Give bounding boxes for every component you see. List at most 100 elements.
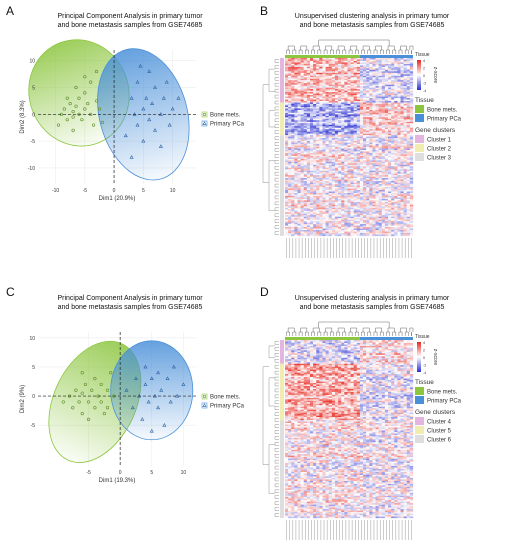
heatmap-cell <box>294 59 298 62</box>
heatmap-cell <box>334 167 339 170</box>
heatmap-cell <box>403 83 407 85</box>
heatmap-cell <box>309 127 314 130</box>
heatmap-cell <box>397 78 401 81</box>
heatmap-cell <box>297 139 301 142</box>
heatmap-cell <box>403 197 407 200</box>
heatmap-cell <box>397 81 401 84</box>
heatmap-cell <box>353 233 357 235</box>
heatmap-cell <box>366 103 370 106</box>
heatmap-cell <box>285 60 289 63</box>
heatmap-cell <box>406 58 411 60</box>
heatmap-cell <box>366 102 370 105</box>
heatmap-cell <box>406 206 411 208</box>
heatmap-cell <box>353 148 357 151</box>
heatmap-cell <box>319 135 323 137</box>
heatmap-cell <box>300 210 304 213</box>
heatmap-cell <box>397 112 401 115</box>
heatmap-cell <box>325 129 329 131</box>
heatmap-cell <box>350 62 354 65</box>
heatmap-cell <box>403 138 407 140</box>
heatmap-cell <box>369 160 373 162</box>
heatmap-cell <box>288 144 292 146</box>
heatmap-cell <box>375 190 379 192</box>
heatmap-cell <box>366 120 370 122</box>
heatmap-cell <box>316 222 320 225</box>
heatmap-cell <box>334 221 339 223</box>
heatmap-cell <box>291 142 295 145</box>
heatmap-cell <box>388 130 392 133</box>
heatmap-cell <box>403 204 407 207</box>
heatmap-cell <box>388 105 392 108</box>
heatmap-cell <box>394 184 398 186</box>
heatmap-cell <box>341 126 345 128</box>
heatmap-cell <box>291 138 295 140</box>
heatmap-cell <box>309 228 314 231</box>
heatmap-cell <box>341 231 345 234</box>
heatmap-cell <box>285 111 289 114</box>
heatmap-cell <box>341 185 345 188</box>
heatmap-cell <box>378 157 382 160</box>
heatmap-cell <box>409 108 414 111</box>
heatmap-cell <box>297 84 301 87</box>
heatmap-cell <box>372 65 376 68</box>
heatmap-cell <box>322 166 326 168</box>
heatmap-cell <box>350 96 354 99</box>
heatmap-cell <box>359 77 364 79</box>
heatmap-cell <box>313 149 317 152</box>
heatmap-cell <box>316 185 320 188</box>
heatmap-cell <box>375 228 379 231</box>
heatmap-cell <box>291 210 295 213</box>
heatmap-cell <box>288 83 292 85</box>
heatmap-cell <box>372 68 376 71</box>
heatmap-cell <box>391 69 395 72</box>
heatmap-cell <box>338 230 342 232</box>
heatmap-cell <box>297 206 301 208</box>
heatmap-cell <box>406 83 411 85</box>
heatmap-cell <box>309 65 314 68</box>
heatmap-cell <box>306 109 311 112</box>
heatmap-cell <box>378 203 382 205</box>
heatmap-cell <box>372 176 376 179</box>
heatmap-cell <box>403 126 407 128</box>
heatmap-cell <box>394 181 398 183</box>
heatmap-cell <box>319 115 323 118</box>
heatmap-cell <box>325 92 329 94</box>
heatmap-cell <box>344 145 348 148</box>
heatmap-cell <box>356 86 361 88</box>
heatmap-cell <box>334 164 339 167</box>
heatmap-cell <box>394 158 398 161</box>
heatmap-cell <box>297 172 301 174</box>
heatmap-cell <box>291 127 295 130</box>
heatmap-cell <box>338 203 342 205</box>
heatmap-cell <box>391 187 395 189</box>
heatmap-cell <box>313 155 317 158</box>
heatmap-cell <box>366 191 370 194</box>
heatmap-cell <box>403 147 407 149</box>
heatmap-cell <box>309 149 314 152</box>
heatmap-cell <box>381 92 386 94</box>
heatmap-cell <box>306 155 311 158</box>
heatmap-cell <box>400 207 404 210</box>
heatmap-cell <box>319 203 323 205</box>
heatmap-cell <box>288 112 292 115</box>
heatmap-cell <box>331 157 336 160</box>
heatmap-cell <box>285 123 289 125</box>
heatmap-cell <box>350 198 354 201</box>
heatmap-cell <box>300 215 304 217</box>
heatmap-cell <box>350 154 354 157</box>
heatmap-cell <box>369 71 373 73</box>
heatmap-cell <box>334 62 339 65</box>
heatmap-cell <box>359 147 364 149</box>
heatmap-cell <box>350 178 354 180</box>
heatmap-cell <box>356 145 361 148</box>
heatmap-cell <box>350 164 354 167</box>
heatmap-cell <box>341 93 345 96</box>
heatmap-cell <box>381 115 386 118</box>
heatmap-cell <box>356 231 361 234</box>
heatmap-cell <box>369 148 373 151</box>
heatmap-cell <box>403 92 407 94</box>
heatmap-cell <box>356 228 361 231</box>
heatmap-cell <box>285 75 289 78</box>
heatmap-cell <box>297 95 301 97</box>
heatmap-cell <box>297 215 301 217</box>
